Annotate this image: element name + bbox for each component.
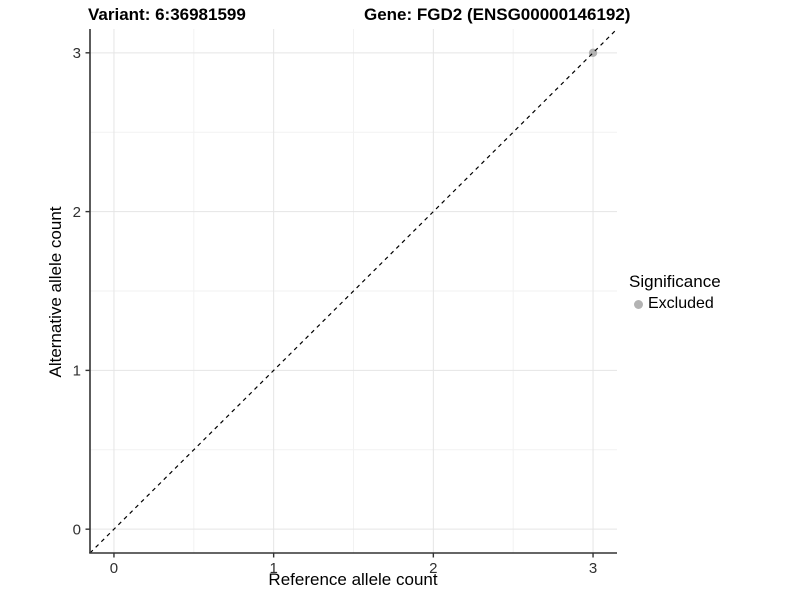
variant-title: Variant: 6:36981599	[88, 5, 246, 24]
x-tick-label: 0	[110, 560, 118, 577]
x-tick-label: 2	[429, 560, 437, 577]
legend-key	[629, 295, 647, 313]
legend-item-label: Excluded	[648, 295, 714, 312]
legend-item-excluded: Excluded	[629, 294, 721, 314]
x-tick-label: 3	[589, 560, 597, 577]
excluded-point-icon	[633, 299, 643, 309]
y-tick-label: 0	[73, 521, 81, 538]
y-tick-label: 2	[73, 204, 81, 221]
y-tick-label: 3	[73, 45, 81, 62]
x-axis-title: Reference allele count	[268, 570, 438, 589]
y-tick-label: 1	[73, 363, 81, 380]
y-axis-title: Alternative allele count	[46, 206, 65, 378]
identity-line	[89, 28, 618, 554]
legend-title: Significance	[629, 272, 721, 291]
legend: Significance Excluded	[629, 272, 721, 314]
gene-title: Gene: FGD2 (ENSG00000146192)	[364, 5, 631, 24]
x-tick-label: 1	[269, 560, 277, 577]
